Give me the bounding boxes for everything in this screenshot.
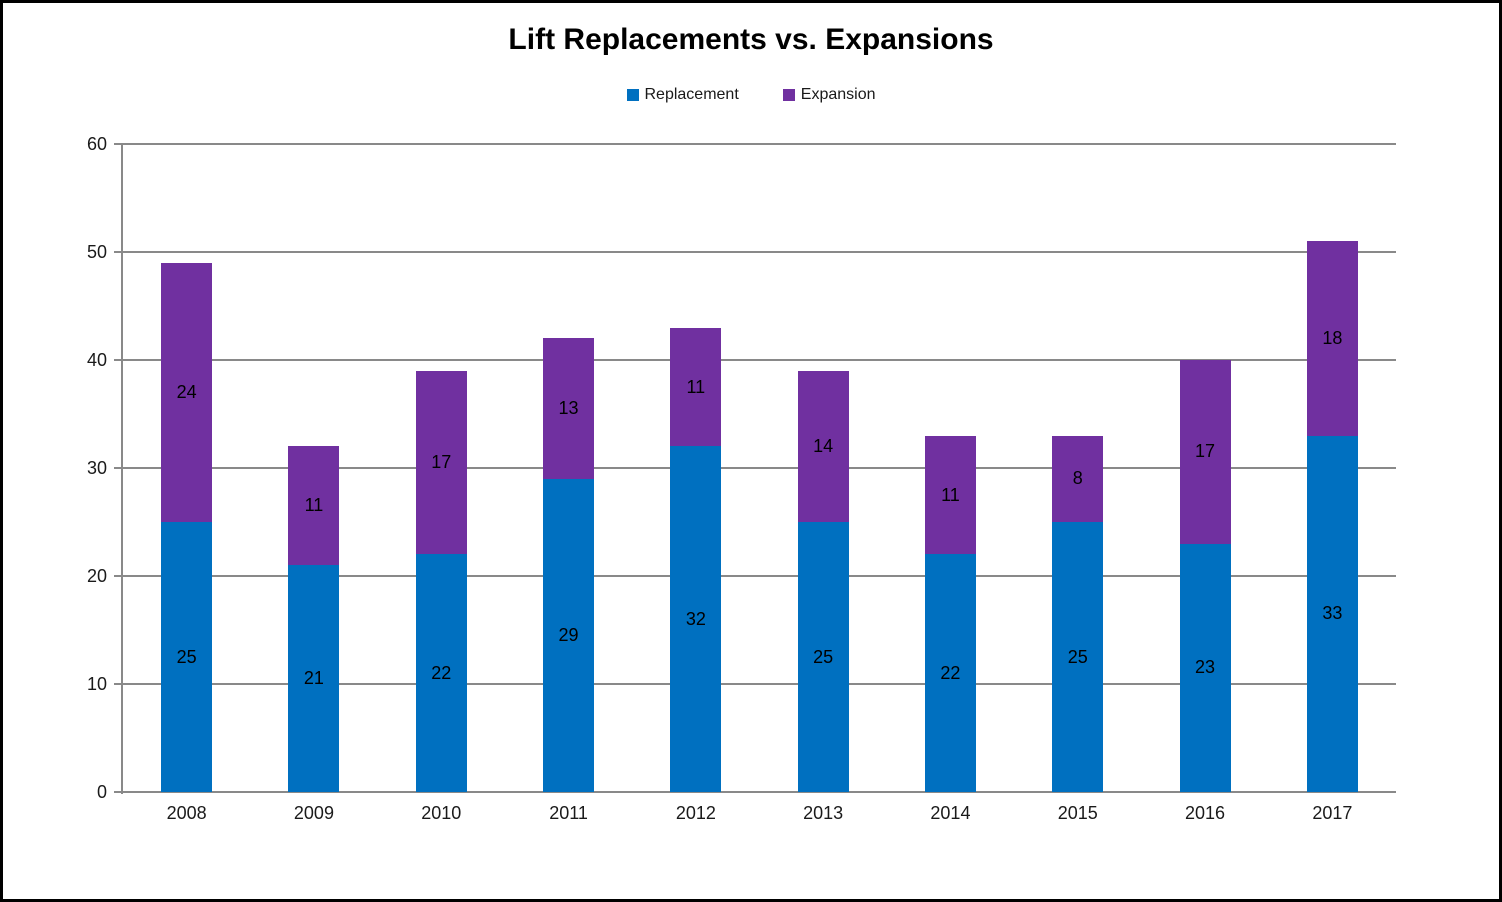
y-axis-tick <box>114 143 123 145</box>
bar-segment-expansion-2008: 24 <box>161 262 213 522</box>
legend: Replacement Expansion <box>3 86 1499 104</box>
y-axis-tick-label-50: 50 <box>86 242 107 262</box>
chart-title: Lift Replacements vs. Expansions <box>508 23 994 56</box>
y-axis-tick-label-10: 10 <box>86 674 107 694</box>
bar-value-label-replacement-2008: 25 <box>176 646 197 667</box>
bar-value-label-expansion-2014: 11 <box>941 484 960 505</box>
bar-value-label-replacement-2014: 22 <box>940 662 961 683</box>
x-axis-category-label-2008: 2008 <box>166 803 207 823</box>
bar-value-label-replacement-2009: 21 <box>303 668 324 689</box>
bar-segment-replacement-2009: 21 <box>288 565 340 792</box>
bar-value-label-expansion-2008: 24 <box>176 381 197 402</box>
y-axis-tick <box>114 791 123 793</box>
bar-value-label-replacement-2010: 22 <box>431 662 452 683</box>
x-axis-category-label-2013: 2013 <box>803 803 844 823</box>
bar-value-label-expansion-2015: 8 <box>1072 468 1083 489</box>
bar-segment-replacement-2013: 25 <box>797 522 849 792</box>
plot-area: 0 10 20 30 40 50 60 25 24 2008 21 11 2009 22 17 2010 29 1… <box>87 135 1396 823</box>
bar-value-label-replacement-2013: 25 <box>813 646 834 667</box>
gridline-y-60 <box>123 143 1396 145</box>
bar-value-label-replacement-2017: 33 <box>1322 603 1343 624</box>
gridline-y-40 <box>123 359 1396 361</box>
y-axis-tick-label-30: 30 <box>86 458 107 478</box>
x-axis-category-label-2009: 2009 <box>293 803 334 823</box>
y-axis-tick <box>114 575 123 577</box>
bar-segment-replacement-2016: 23 <box>1179 543 1231 792</box>
gridline-y-10 <box>123 683 1396 685</box>
bar-segment-expansion-2017: 18 <box>1306 241 1358 436</box>
y-axis-tick <box>114 359 123 361</box>
bar-segment-replacement-2010: 22 <box>415 554 467 792</box>
legend-item-expansion: Expansion <box>782 86 876 104</box>
y-axis-tick-label-0: 0 <box>96 782 107 802</box>
x-axis-category-label-2017: 2017 <box>1312 803 1353 823</box>
bar-value-label-expansion-2016: 17 <box>1195 441 1216 462</box>
gridline-y-50 <box>123 251 1396 253</box>
y-axis-tick <box>114 251 123 253</box>
x-axis-category-label-2012: 2012 <box>675 803 716 823</box>
bar-segment-expansion-2013: 14 <box>797 370 849 522</box>
x-axis-category-label-2011: 2011 <box>549 803 588 823</box>
bar-segment-replacement-2011: 29 <box>543 478 595 792</box>
bar-value-label-replacement-2016: 23 <box>1195 657 1216 678</box>
bar-segment-replacement-2012: 32 <box>670 446 722 792</box>
bar-segment-expansion-2010: 17 <box>415 370 467 555</box>
x-axis-category-label-2015: 2015 <box>1057 803 1098 823</box>
bar-segment-expansion-2016: 17 <box>1179 360 1231 544</box>
bar-segment-expansion-2014: 11 <box>924 435 976 555</box>
y-axis-tick <box>114 467 123 469</box>
y-axis-tick-label-40: 40 <box>86 350 107 370</box>
bar-value-label-replacement-2011: 29 <box>558 624 579 645</box>
bar-segment-expansion-2009: 11 <box>288 446 340 566</box>
bar-segment-expansion-2012: 11 <box>670 327 722 447</box>
bar-value-label-expansion-2013: 14 <box>813 435 834 456</box>
legend-item-replacement: Replacement <box>626 86 739 104</box>
bar-value-label-expansion-2010: 17 <box>431 452 452 473</box>
bar-value-label-expansion-2017: 18 <box>1322 327 1343 348</box>
x-axis-category-label-2014: 2014 <box>930 803 971 823</box>
y-axis-tick <box>114 683 123 685</box>
bar-value-label-expansion-2009: 11 <box>304 495 324 516</box>
bar-segment-expansion-2015: 8 <box>1052 435 1104 522</box>
gridline-y-20 <box>123 575 1396 577</box>
bar-segment-replacement-2008: 25 <box>161 522 213 792</box>
bar-segment-replacement-2017: 33 <box>1306 435 1358 792</box>
bar-value-label-replacement-2012: 32 <box>685 608 706 629</box>
x-axis-category-label-2010: 2010 <box>421 803 462 823</box>
legend-swatch-replacement-icon <box>626 89 639 101</box>
bar-value-label-replacement-2015: 25 <box>1067 646 1088 667</box>
gridline-y-30 <box>123 467 1396 469</box>
legend-label-replacement: Replacement <box>644 86 739 103</box>
bar-segment-replacement-2014: 22 <box>924 554 976 792</box>
y-axis-tick-label-20: 20 <box>86 566 107 586</box>
bar-segment-replacement-2015: 25 <box>1052 522 1104 792</box>
bar-value-label-expansion-2011: 13 <box>558 398 579 419</box>
legend-label-expansion: Expansion <box>800 86 876 103</box>
y-axis-line <box>121 144 123 794</box>
bar-value-label-expansion-2012: 11 <box>686 376 706 397</box>
y-axis-tick-label-60: 60 <box>86 134 107 154</box>
x-axis-category-label-2016: 2016 <box>1185 803 1226 823</box>
legend-swatch-expansion-icon <box>782 89 795 101</box>
bar-segment-expansion-2011: 13 <box>543 338 595 479</box>
gridline-y-0 <box>123 791 1396 793</box>
